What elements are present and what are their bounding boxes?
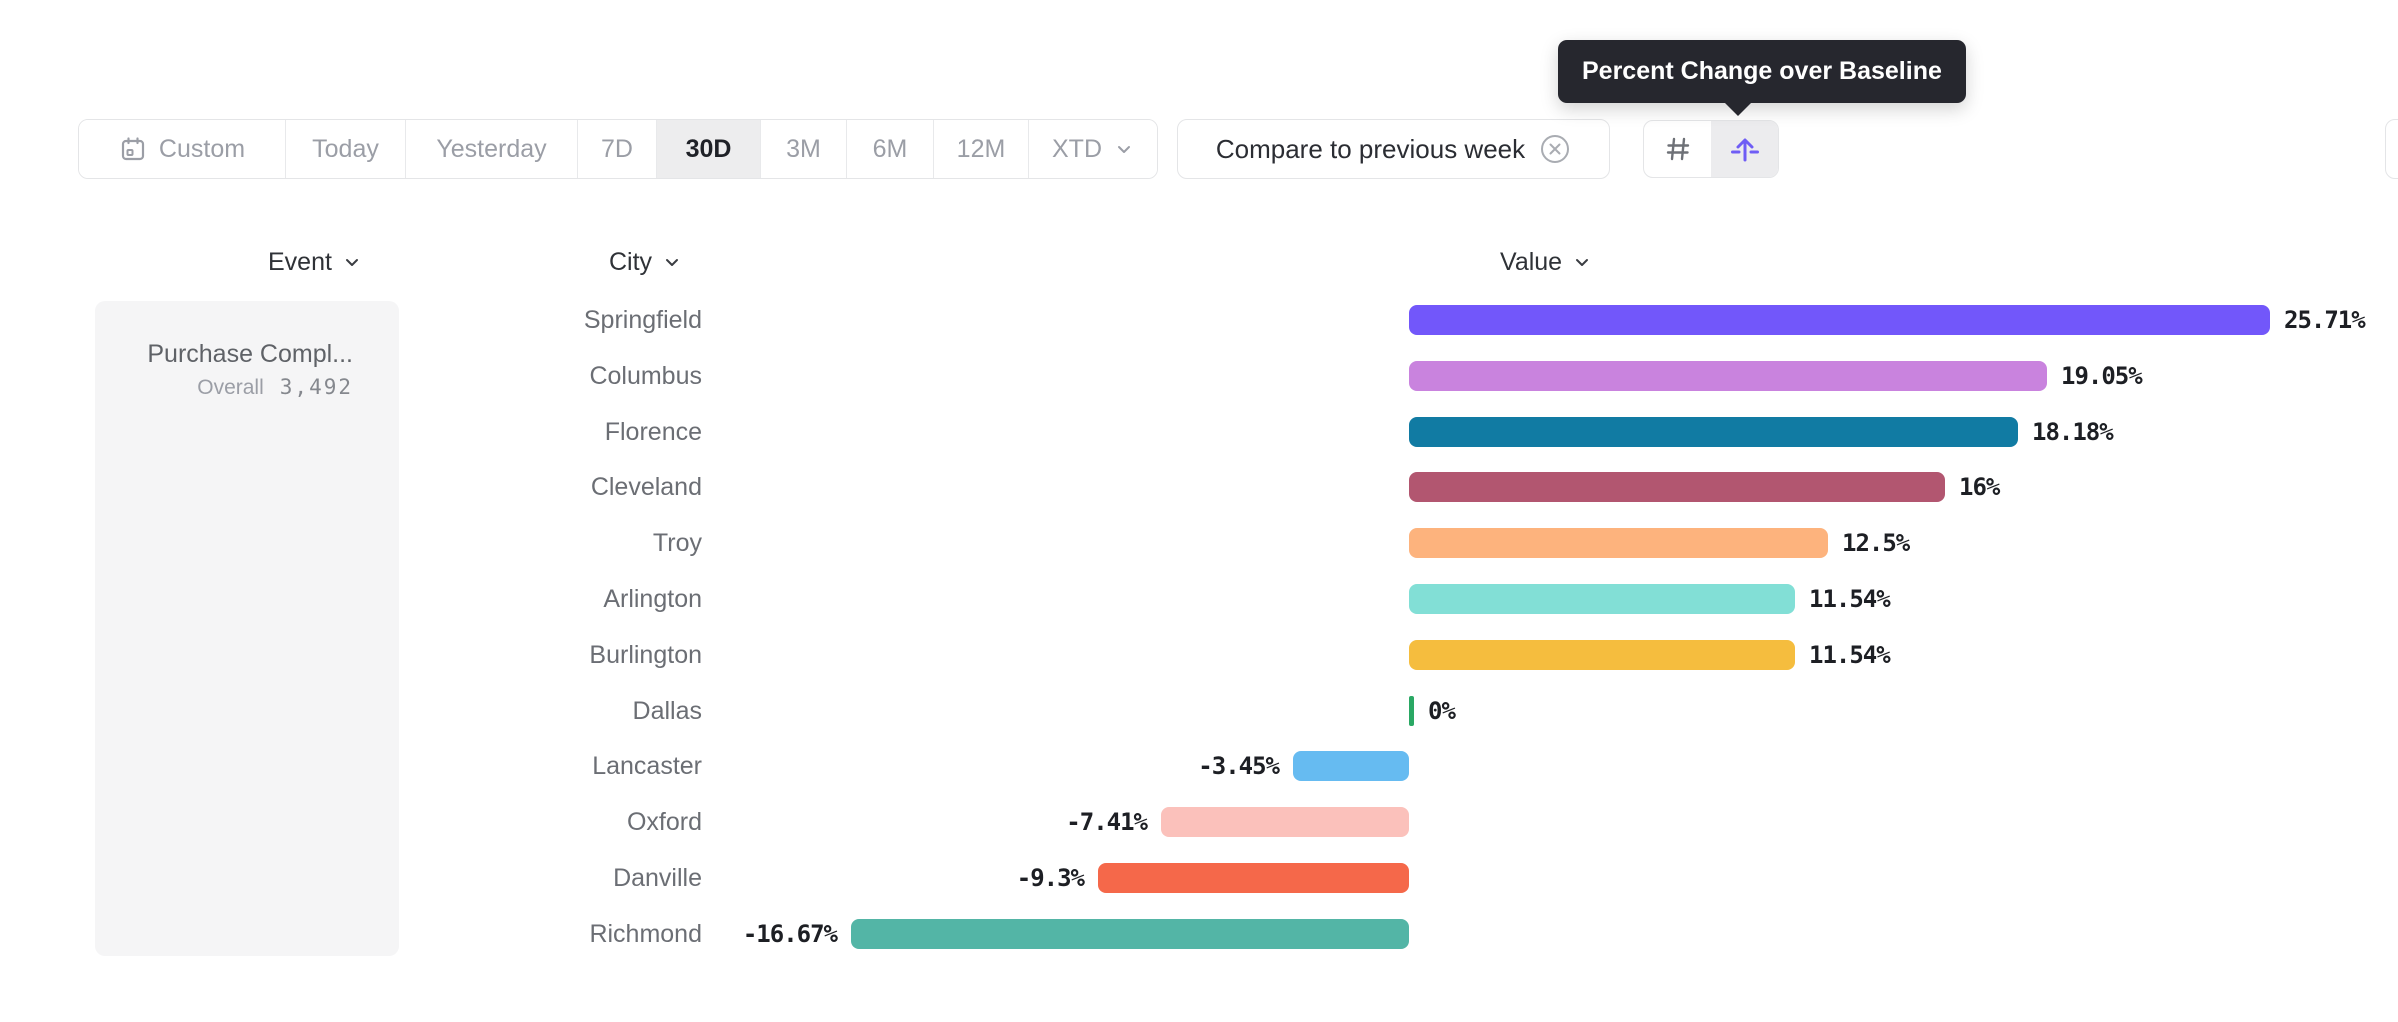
hash-icon — [1663, 134, 1693, 164]
event-overall-row: Overall 3,492 — [147, 371, 353, 404]
chart-row-arlington: Arlington 11.54% — [0, 571, 2398, 627]
chevron-down-icon — [1114, 139, 1134, 159]
chevron-down-icon — [1572, 252, 1592, 272]
city-label: Lancaster — [592, 752, 702, 780]
tooltip-text: Percent Change over Baseline — [1582, 57, 1942, 85]
value-label: 12.5% — [1842, 529, 1910, 557]
chart-row-oxford: Oxford -7.41% — [0, 794, 2398, 850]
bar-burlington[interactable] — [1409, 640, 1795, 670]
value-label: 16% — [1959, 473, 2000, 501]
city-label: Springfield — [583, 306, 702, 334]
date-range-7d[interactable]: 7D — [578, 120, 657, 178]
value-label: -9.3% — [1016, 864, 1085, 892]
date-range-label: 6M — [872, 134, 908, 163]
chart-row-dallas: Dallas 0% — [0, 683, 2398, 739]
date-range-today[interactable]: Today — [286, 120, 406, 178]
date-range-yesterday[interactable]: Yesterday — [406, 120, 578, 178]
calendar-icon — [119, 135, 147, 163]
percent-change-icon — [1728, 132, 1762, 166]
value-label: 0% — [1428, 697, 1456, 725]
bar-richmond[interactable] — [851, 919, 1409, 949]
date-range-label: 3M — [786, 134, 821, 163]
date-range-3m[interactable]: 3M — [761, 120, 847, 178]
date-range-label: XTD — [1052, 134, 1102, 163]
date-range-label: Custom — [158, 134, 246, 163]
city-label: Cleveland — [590, 473, 702, 501]
toggle-percent-change-over-baseline[interactable] — [1711, 121, 1778, 177]
chevron-down-icon — [342, 252, 362, 272]
date-range-label: Today — [312, 134, 379, 163]
event-overall-label: Overall — [197, 376, 264, 399]
event-panel: Purchase Compl... Overall 3,492 — [95, 301, 399, 956]
date-range-6m[interactable]: 6M — [847, 120, 934, 178]
column-header-city-label: City — [609, 247, 653, 276]
bar-cleveland[interactable] — [1409, 472, 1945, 502]
date-range-custom[interactable]: Custom — [79, 120, 286, 178]
date-range-label: 7D — [601, 134, 633, 163]
date-range-label: 12M — [956, 134, 1006, 163]
value-label: 25.71% — [2284, 306, 2366, 334]
bar-chart: Springfield 25.71% Columbus 19.05% Florence 1… — [0, 292, 2398, 962]
column-header-event[interactable]: Event — [268, 246, 362, 278]
value-label: 11.54% — [1809, 641, 1891, 669]
chart-row-springfield: Springfield 25.71% — [0, 292, 2398, 348]
city-label: Oxford — [626, 808, 702, 836]
comparison-chip[interactable]: Compare to previous week — [1177, 119, 1610, 179]
date-range-label: 30D — [685, 134, 732, 163]
bar-lancaster[interactable] — [1293, 751, 1409, 781]
event-overall-value: 3,492 — [279, 375, 353, 399]
bar-danville[interactable] — [1098, 863, 1409, 893]
tooltip-pointer — [1724, 102, 1752, 116]
chart-row-cleveland: Cleveland 16% — [0, 459, 2398, 515]
date-range-30d[interactable]: 30D — [657, 120, 761, 178]
chart-row-danville: Danville -9.3% — [0, 850, 2398, 906]
chart-row-florence: Florence 18.18% — [0, 404, 2398, 460]
event-cell[interactable]: Purchase Compl... Overall 3,492 — [147, 337, 353, 404]
chart-row-richmond: Richmond -16.67% — [0, 906, 2398, 962]
column-header-value-label: Value — [1500, 247, 1563, 276]
value-label: -3.45% — [1198, 752, 1280, 780]
bar-oxford[interactable] — [1161, 807, 1409, 837]
bar-arlington[interactable] — [1409, 584, 1795, 614]
bar-columbus[interactable] — [1409, 361, 2047, 391]
chart-row-lancaster: Lancaster -3.45% — [0, 738, 2398, 794]
circle-x-icon[interactable] — [1539, 133, 1571, 165]
toggle-number-format[interactable] — [1644, 121, 1711, 177]
cutoff-button-right-edge[interactable] — [2385, 119, 2398, 179]
chart-row-columbus: Columbus 19.05% — [0, 348, 2398, 404]
date-range-xtd[interactable]: XTD — [1029, 120, 1157, 178]
bar-troy[interactable] — [1409, 528, 1828, 558]
value-label: 19.05% — [2061, 362, 2143, 390]
chart-row-burlington: Burlington 11.54% — [0, 627, 2398, 683]
chart-row-troy: Troy 12.5% — [0, 515, 2398, 571]
toolbar: Custom Today Yesterday 7D 30D 3M 6M 12M XTD Comp… — [0, 119, 2398, 179]
value-label: -7.41% — [1066, 808, 1148, 836]
city-label: Danville — [613, 864, 702, 892]
tooltip-percent-change: Percent Change over Baseline — [1558, 40, 1966, 116]
column-header-city[interactable]: City — [609, 246, 682, 278]
value-display-toggle-group — [1643, 120, 1779, 178]
bar-springfield[interactable] — [1409, 305, 2270, 335]
chevron-down-icon — [662, 252, 682, 272]
value-label: -16.67% — [742, 920, 838, 948]
column-header-event-label: Event — [268, 247, 332, 276]
bar-florence[interactable] — [1409, 417, 2018, 447]
city-label: Arlington — [603, 585, 702, 613]
event-name: Purchase Compl... — [147, 340, 353, 368]
date-range-12m[interactable]: 12M — [934, 120, 1029, 178]
city-label: Burlington — [589, 641, 702, 669]
date-range-label: Yesterday — [436, 134, 547, 163]
city-label: Florence — [604, 418, 702, 446]
value-label: 18.18% — [2032, 418, 2114, 446]
comparison-chip-label: Compare to previous week — [1215, 133, 1526, 164]
value-label: 11.54% — [1809, 585, 1891, 613]
city-label: Troy — [652, 529, 702, 557]
city-label: Columbus — [589, 362, 702, 390]
bar-dallas[interactable] — [1409, 696, 1414, 726]
city-label: Dallas — [632, 697, 702, 725]
column-header-value[interactable]: Value — [1500, 246, 1592, 278]
date-range-segmented-control: Custom Today Yesterday 7D 30D 3M 6M 12M XTD — [78, 119, 1158, 179]
city-label: Richmond — [589, 920, 702, 948]
